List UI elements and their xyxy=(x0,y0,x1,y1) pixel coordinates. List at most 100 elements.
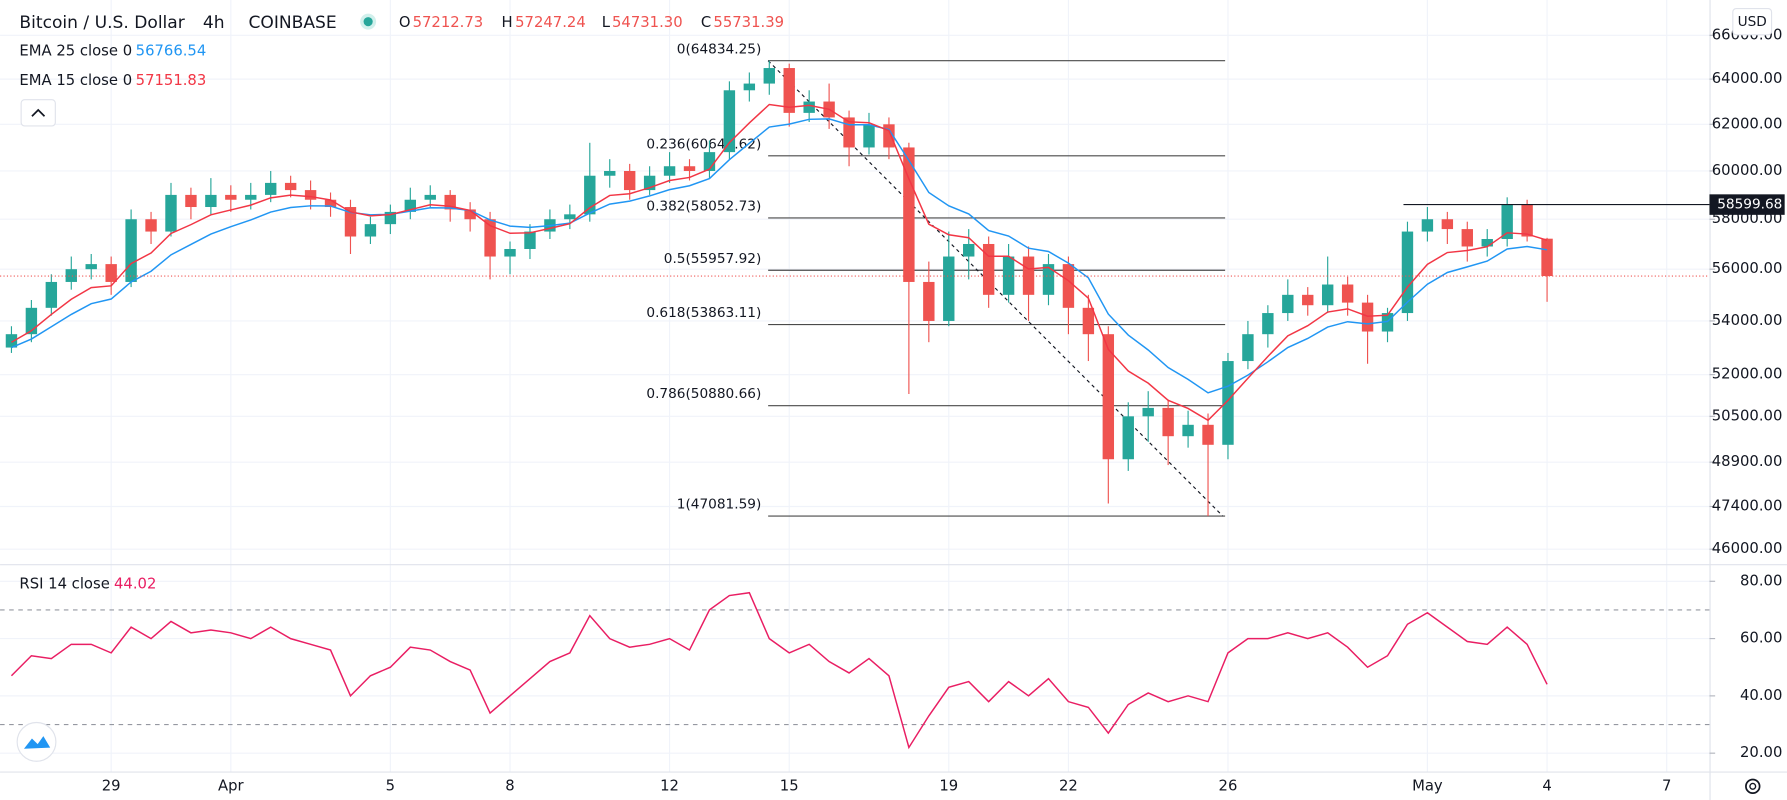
candle-body xyxy=(105,264,117,282)
candle-body xyxy=(1381,313,1394,332)
candle-body xyxy=(1262,313,1274,335)
candle-body xyxy=(65,269,77,282)
candle-body xyxy=(125,219,137,282)
candle-body xyxy=(803,101,815,113)
candle-body xyxy=(943,256,955,321)
candle-body xyxy=(863,124,875,148)
candle-body xyxy=(1501,204,1513,240)
line-series xyxy=(11,103,1548,422)
y-tick-label: 60000.00 xyxy=(1712,162,1783,179)
logo-icon xyxy=(23,736,51,749)
axes: 46000.00 47400.00 48900.00 50500.00 52000.00… xyxy=(102,26,1785,794)
market-status-dot xyxy=(363,17,373,27)
y-tick-label: 56000.00 xyxy=(1712,260,1783,277)
candle-body xyxy=(464,209,476,220)
candle-body xyxy=(723,90,736,153)
candle-body xyxy=(643,175,656,191)
candle-body xyxy=(1541,238,1553,277)
candle-body xyxy=(1182,424,1194,437)
candle-body xyxy=(225,194,237,200)
candle-body xyxy=(1142,407,1154,417)
candle-body xyxy=(1441,219,1454,230)
fib-label: 0(64834.25) xyxy=(677,41,762,57)
candle-body xyxy=(185,194,197,208)
candle-body xyxy=(384,211,397,225)
indicator-name[interactable]: EMA 25 close 0 xyxy=(19,42,132,59)
candle-body xyxy=(1242,334,1254,362)
ohlc-value: 54731.30 xyxy=(612,14,683,31)
x-tick-label: 22 xyxy=(1059,777,1078,794)
candle-body xyxy=(923,281,935,321)
y-tick-label: 62000.00 xyxy=(1712,115,1783,132)
candle-body xyxy=(1022,256,1035,295)
price-label: 58599.68 xyxy=(1717,197,1782,213)
line-series xyxy=(11,118,1548,394)
x-tick-label: 15 xyxy=(780,777,799,794)
currency: USD xyxy=(1738,14,1767,30)
candle-body xyxy=(284,182,297,191)
fib-label: 0.236(60644.62) xyxy=(646,136,761,152)
line-series xyxy=(10,591,1548,750)
candle-body xyxy=(1521,204,1533,237)
candle-body xyxy=(1461,229,1473,247)
fib-label: 0.382(58052.73) xyxy=(646,199,761,215)
y-tick-label: 48900.00 xyxy=(1712,453,1783,470)
x-tick-label: 5 xyxy=(386,777,395,794)
logo-button[interactable] xyxy=(16,721,57,762)
indicator-name[interactable]: RSI 14 close xyxy=(19,576,109,593)
candle-body xyxy=(444,194,456,210)
candle-body xyxy=(145,219,157,232)
candle-body xyxy=(1222,361,1234,445)
fib-label: 1(47081.59) xyxy=(677,497,762,513)
ohlc-label: H xyxy=(501,14,512,31)
x-tick-label: 4 xyxy=(1542,777,1551,794)
price-label-box xyxy=(1709,194,1785,215)
x-tick-label: 8 xyxy=(505,777,514,794)
candle-body xyxy=(903,147,915,282)
y-tick-label: 46000.00 xyxy=(1712,540,1783,557)
candle-body xyxy=(304,190,317,200)
settings-icon-center xyxy=(1749,782,1757,790)
candle-body xyxy=(484,219,496,257)
candle-body xyxy=(524,231,536,249)
candle-body xyxy=(165,194,177,232)
currency-button[interactable] xyxy=(1732,7,1773,36)
fib-label: 0.618(53863.11) xyxy=(646,305,761,321)
candle-body xyxy=(25,307,38,335)
exchange: COINBASE xyxy=(248,13,336,33)
candle-body xyxy=(604,170,616,176)
candle-body xyxy=(1341,284,1354,303)
fib-label: 0.786(50880.66) xyxy=(646,386,761,402)
candle-body xyxy=(1082,307,1095,335)
candle-body xyxy=(1302,294,1314,306)
candle-body xyxy=(1282,294,1294,314)
collapse-button[interactable] xyxy=(20,99,56,127)
y-tick-label: 40.00 xyxy=(1740,687,1782,704)
indicator-name[interactable]: EMA 15 close 0 xyxy=(19,72,132,89)
candle-body xyxy=(783,68,795,113)
settings-button[interactable] xyxy=(1745,778,1761,795)
candle-body xyxy=(663,166,676,176)
interval[interactable]: 4h xyxy=(203,13,225,33)
candle-body xyxy=(245,194,257,200)
candle-body xyxy=(743,83,756,91)
candle-body xyxy=(45,281,58,308)
candle-body xyxy=(265,182,277,195)
x-tick-label: 29 xyxy=(102,777,121,794)
candle-body xyxy=(85,264,97,270)
fib-label: 0.5(55957.92) xyxy=(664,251,762,267)
indicator-value: 56766.54 xyxy=(136,42,207,59)
plot: 0(64834.25) 0.236(60644.62) 0.382(58052.73… xyxy=(0,41,1710,750)
candle-body xyxy=(1202,424,1214,445)
candle-body xyxy=(344,207,357,237)
candle-body xyxy=(205,194,217,208)
indicator-value: 57151.83 xyxy=(136,72,207,89)
ohlc-value: 55731.39 xyxy=(713,14,784,31)
indicator-value: 44.02 xyxy=(114,576,156,593)
x-tick-label: Apr xyxy=(218,777,245,794)
settings-icon xyxy=(1745,778,1761,795)
candle-body xyxy=(883,124,895,148)
y-tick-label: 80.00 xyxy=(1740,572,1782,589)
